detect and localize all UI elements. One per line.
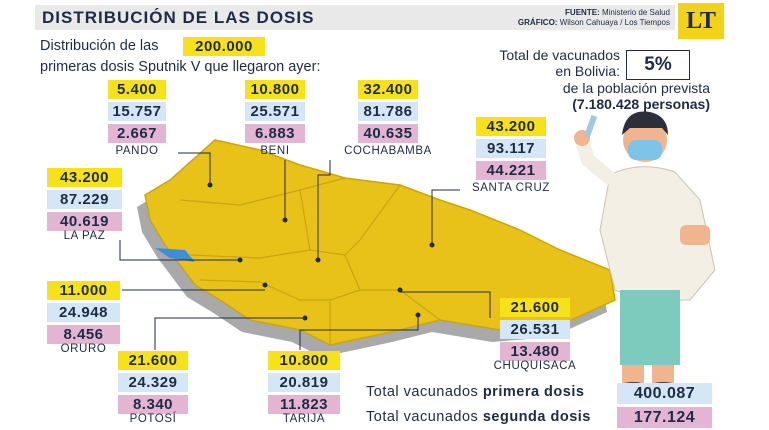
second-doses: 40.619: [47, 212, 122, 231]
received-doses: 10.800: [245, 80, 305, 99]
total-second-text: Total vacunados: [366, 409, 479, 425]
source-label: FUENTE:: [565, 8, 600, 17]
received-doses: 11.000: [47, 281, 120, 300]
percent-value: 5%: [626, 50, 690, 80]
received-doses: 32.400: [358, 80, 418, 99]
total-first-text: Total vacunados: [366, 384, 479, 400]
region-name: BENI: [260, 145, 290, 157]
second-doses: 2.667: [108, 124, 166, 143]
region-name: PANDO: [115, 145, 159, 157]
region-name: LA PAZ: [63, 230, 106, 242]
percent-line3: de la población prevista: [562, 80, 710, 96]
second-doses: 6.883: [245, 124, 305, 143]
region-name: COCHABAMBA: [344, 145, 432, 157]
received-doses: 43.200: [476, 117, 546, 136]
first-doses: 24.948: [47, 303, 120, 322]
logo-bg: [678, 3, 724, 39]
region-name: ORURO: [60, 343, 107, 355]
region-name: CHUQUISACA: [493, 360, 577, 372]
total-first-value: 400.087: [617, 383, 712, 404]
received-doses: 21.600: [500, 298, 570, 317]
graphic-line: GRÁFICO: Wilson Cahuaya / Los Tiempos: [480, 18, 670, 28]
percent-label: Total de vacunados en Bolivia:: [470, 47, 620, 79]
first-doses: 93.117: [476, 139, 546, 158]
first-doses: 81.786: [358, 102, 418, 121]
graphic: Wilson Cahuaya / Los Tiempos: [559, 18, 670, 27]
received-doses: 43.200: [47, 168, 122, 187]
doctor-illustration: [574, 111, 716, 394]
region-name: POTOSÍ: [129, 413, 177, 425]
logo: LT: [686, 8, 716, 34]
source-line: FUENTE: Ministerio de Salud: [480, 8, 670, 18]
received-doses: 10.800: [268, 351, 340, 370]
percent-line1: Total de vacunados: [499, 47, 620, 63]
first-doses: 15.757: [108, 102, 166, 121]
first-doses: 24.329: [118, 373, 188, 392]
total-second-value: 177.124: [617, 407, 712, 428]
received-doses: 5.400: [108, 80, 166, 99]
region-name: SANTA CRUZ: [472, 182, 550, 194]
total-second-label: Total vacunados segunda dosis: [366, 409, 591, 425]
second-doses: 44.221: [476, 161, 546, 180]
first-doses: 87.229: [47, 190, 122, 209]
department-borders: [179, 177, 441, 345]
second-doses: 40.635: [358, 124, 418, 143]
region-name: TARIJA: [282, 413, 326, 425]
first-doses: 26.531: [500, 320, 570, 339]
percent-note: de la población prevista (7.180.428 pers…: [520, 80, 710, 112]
graphic-label: GRÁFICO:: [517, 18, 558, 27]
intro-line2: primeras dosis Sputnik V que llegaron ay…: [40, 59, 321, 75]
percent-line2: en Bolivia:: [555, 63, 620, 79]
received-doses: 21.600: [118, 351, 188, 370]
lake: [155, 248, 195, 262]
credits: FUENTE: Ministerio de Salud GRÁFICO: Wil…: [480, 8, 670, 28]
second-doses: 8.456: [47, 325, 120, 344]
title-band: [35, 5, 675, 30]
total-first-bold: primera dosis: [482, 384, 585, 400]
second-doses: 13.480: [500, 342, 570, 361]
intro-line1: Distribución de las: [40, 38, 159, 54]
total-second-bold: segunda dosis: [482, 409, 591, 425]
title: DISTRIBUCIÓN DE LAS DOSIS: [42, 8, 315, 27]
second-doses: 8.340: [118, 395, 188, 414]
percent-line4: (7.180.428 personas): [572, 96, 710, 112]
second-doses: 11.823: [268, 395, 340, 414]
total-first-label: Total vacunados primera dosis: [366, 384, 584, 400]
leader-lines: [119, 152, 491, 350]
intro-highlight: 200.000: [183, 37, 265, 56]
first-doses: 20.819: [268, 373, 340, 392]
first-doses: 25.571: [245, 102, 305, 121]
source: Ministerio de Salud: [601, 8, 670, 17]
